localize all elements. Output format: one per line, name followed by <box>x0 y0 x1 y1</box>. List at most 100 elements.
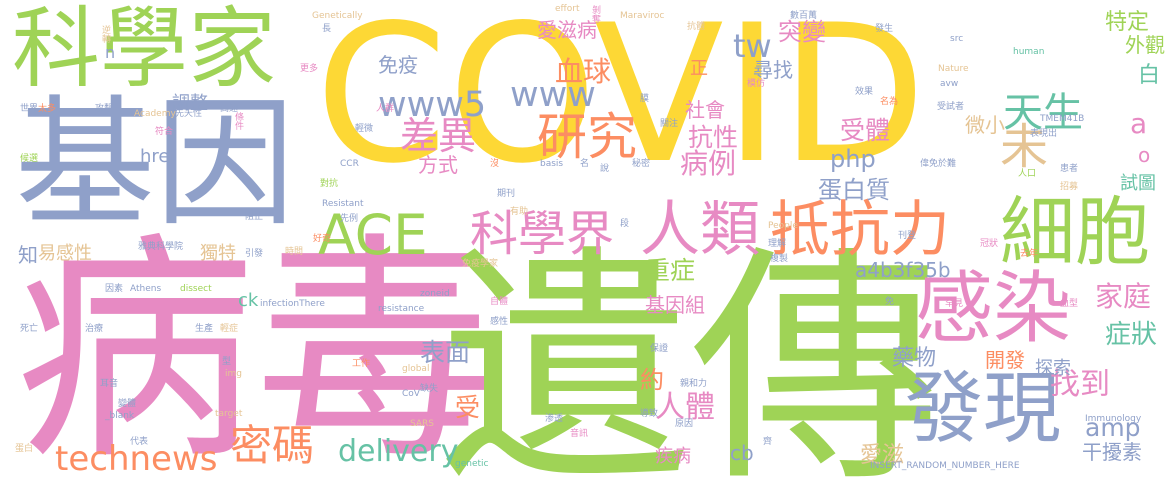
cloud-word: 人類 <box>640 195 760 265</box>
cloud-word: zoneid <box>420 289 450 299</box>
cloud-word: www5 <box>378 85 487 125</box>
cloud-word: src <box>950 34 964 44</box>
cloud-word: technews <box>55 439 218 479</box>
cloud-word: delivery <box>338 434 459 469</box>
cloud-word: 保證 <box>650 344 669 354</box>
cloud-word: 蛋白 <box>15 444 34 454</box>
cloud-word: 效果 <box>855 87 874 97</box>
cloud-word: 表現出 <box>1030 129 1058 139</box>
cloud-word: TMEM41B <box>1040 114 1085 124</box>
cloud-word: 外觀 <box>1125 33 1165 57</box>
cloud-word: 渗透 <box>545 414 564 424</box>
cloud-word: 秘密 <box>632 159 651 169</box>
cloud-word: Immunology <box>1085 414 1142 424</box>
cloud-word: 科學家 <box>12 0 277 100</box>
cloud-word: global <box>402 364 430 374</box>
cloud-word: ck <box>238 290 259 311</box>
cloud-word: 變體 <box>118 399 137 409</box>
cloud-word: 血型 <box>1060 299 1079 309</box>
cloud-word: 血球 <box>555 55 612 88</box>
cloud-word: 蛋白質 <box>818 176 890 204</box>
cloud-word: avw <box>940 79 959 89</box>
cloud-word: resistance <box>378 304 425 314</box>
cloud-word: www <box>510 75 596 115</box>
cloud-word: target <box>215 409 243 419</box>
cloud-word: a4b3f35b <box>855 258 951 282</box>
cloud-word: img <box>225 369 242 379</box>
cloud-word: 符合 <box>155 127 174 137</box>
cloud-word: 人體 <box>655 390 715 425</box>
cloud-word: 先天性 <box>175 109 203 119</box>
cloud-word: COVID <box>315 0 927 205</box>
cloud-word: 數百萬 <box>790 11 818 21</box>
cloud-word: 獨特 <box>200 243 236 264</box>
cloud-word: dissect <box>180 284 212 294</box>
cloud-word: ACE <box>318 203 428 267</box>
cloud-word: 雅典科學院 <box>138 242 184 252</box>
cloud-word: infectionThere <box>260 299 325 309</box>
cloud-word: 受試者 <box>937 102 965 112</box>
cloud-word: 調整 <box>172 93 208 114</box>
cloud-word: 遺傳 <box>440 224 940 482</box>
cloud-word: 細胞 <box>1000 188 1151 276</box>
cloud-word: a <box>1130 107 1148 140</box>
cloud-word: 探索 <box>1035 358 1071 379</box>
cloud-word: 突變 <box>778 18 826 46</box>
cloud-word: 家庭 <box>1095 280 1152 313</box>
cloud-word: o <box>1138 143 1151 167</box>
cloud-word: 自體 <box>490 297 509 307</box>
cloud-word: 輕微 <box>355 124 374 134</box>
cloud-word: 剝奪 <box>590 5 600 23</box>
cloud-word: 人群 <box>376 104 395 114</box>
cloud-word: 導致 <box>640 409 659 419</box>
cloud-word: Maraviroc <box>620 11 665 21</box>
cloud-word: SARS <box>410 419 435 429</box>
cloud-word: 條件 <box>233 112 243 130</box>
cloud-word: 患者 <box>1060 164 1079 174</box>
cloud-word: 死亡 <box>20 324 39 334</box>
cloud-word: 輕症 <box>220 324 239 334</box>
cloud-word: _blank <box>105 411 135 421</box>
cloud-word: 型 <box>222 357 232 367</box>
cloud-word: 干擾素 <box>1082 440 1142 464</box>
cloud-word: Genetically <box>312 11 363 21</box>
cloud-word: 找到 <box>1050 367 1110 402</box>
cloud-word: 免疫 <box>378 53 418 77</box>
cloud-word: 高速 <box>220 104 239 114</box>
cloud-word: 免疫學家 <box>462 259 499 269</box>
cloud-word: 密碼 <box>230 421 315 470</box>
cloud-word: CoV <box>402 389 420 399</box>
cloud-word: 知 <box>18 243 38 267</box>
cloud-word: effort <box>555 4 580 14</box>
cloud-word: 缺失 <box>420 384 439 394</box>
cloud-word: 時間 <box>285 247 304 257</box>
cloud-word: 候選 <box>20 154 39 164</box>
cloud-word: 試圖 <box>1120 173 1156 194</box>
cloud-word: 表面 <box>420 338 471 367</box>
cloud-word: 感性 <box>490 317 509 327</box>
cloud-word: 期刊 <box>497 189 516 199</box>
cloud-word: CCR <box>340 159 359 169</box>
cloud-word: 世界 <box>20 104 39 114</box>
cloud-word: 未 <box>1000 119 1049 175</box>
cloud-word: 天生 <box>1003 90 1083 136</box>
cloud-word: 病例 <box>680 147 737 180</box>
cloud-word: Academy <box>134 109 176 119</box>
cloud-word: 對抗 <box>320 179 339 189</box>
cloud-word: 基因組 <box>645 293 705 317</box>
cloud-word: 說 <box>600 164 610 174</box>
cloud-word: n <box>105 43 116 62</box>
cloud-word: 長 <box>322 24 332 34</box>
cloud-word: human <box>1013 47 1045 57</box>
cloud-word: 差異 <box>400 114 477 158</box>
cloud-word: 段 <box>620 219 630 229</box>
cloud-word: genetic <box>455 459 489 469</box>
cloud-word: 名 <box>580 159 590 169</box>
cloud-word: 人口 <box>1018 169 1037 179</box>
cloud-word: 病毒 <box>15 212 496 482</box>
cloud-word: 疾病 <box>655 446 691 467</box>
cloud-word: 社會 <box>685 98 725 122</box>
cloud-word: 微小 <box>965 113 1005 137</box>
cloud-word: 複製 <box>770 254 789 264</box>
